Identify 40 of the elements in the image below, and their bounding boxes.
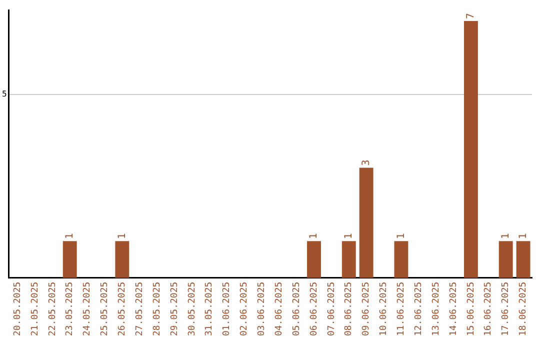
data-label: 1 (64, 233, 76, 240)
x-tick-label: 15.06.2025 (466, 282, 476, 336)
x-tick-label: 13.06.2025 (431, 282, 442, 336)
x-tick-label: 05.06.2025 (292, 282, 302, 336)
data-label: 1 (116, 233, 128, 240)
data-label: 1 (500, 233, 512, 240)
x-tick-label: 01.06.2025 (222, 282, 232, 336)
x-tick-label: 25.05.2025 (100, 282, 110, 336)
x-tick-label: 28.05.2025 (152, 282, 162, 336)
x-tick-label: 24.05.2025 (82, 282, 93, 336)
x-tick-label: 03.06.2025 (257, 282, 268, 336)
x-tick-label: 18.06.2025 (518, 282, 529, 336)
x-tick-label: 09.06.2025 (362, 282, 372, 336)
data-label: 1 (343, 233, 354, 240)
y-tick-label: 5 (2, 89, 7, 98)
data-label: 1 (308, 233, 320, 240)
x-tick-label: 16.06.2025 (484, 282, 494, 336)
data-label: 1 (396, 233, 407, 240)
x-tick-label: 17.06.2025 (501, 282, 512, 336)
x-tick-label: 10.06.2025 (379, 282, 390, 336)
x-tick-label: 22.05.2025 (48, 282, 58, 336)
x-tick-label: 21.05.2025 (30, 282, 40, 336)
x-tick-label: 06.06.2025 (309, 282, 320, 336)
x-tick-label: 23.05.2025 (65, 282, 76, 336)
x-tick-label: 02.06.2025 (240, 282, 250, 336)
data-label: 7 (466, 12, 477, 20)
data-label: 1 (518, 233, 529, 240)
x-tick-label: 04.06.2025 (274, 282, 284, 336)
x-tick-label: 27.05.2025 (134, 282, 145, 336)
x-tick-label: 14.06.2025 (448, 282, 459, 336)
data-label: 3 (360, 160, 372, 166)
x-tick-label: 20.05.2025 (12, 282, 23, 336)
x-tick-label: 08.06.2025 (344, 282, 354, 336)
x-tick-label: 26.05.2025 (118, 282, 128, 336)
x-tick-label: 07.06.2025 (326, 282, 337, 336)
x-tick-label: 30.05.2025 (187, 282, 198, 336)
x-tick-label: 29.05.2025 (170, 282, 180, 336)
x-tick-label: 11.06.2025 (396, 282, 407, 336)
x-tick-label: 31.05.2025 (204, 282, 215, 336)
x-tick-label: 12.06.2025 (414, 282, 424, 336)
